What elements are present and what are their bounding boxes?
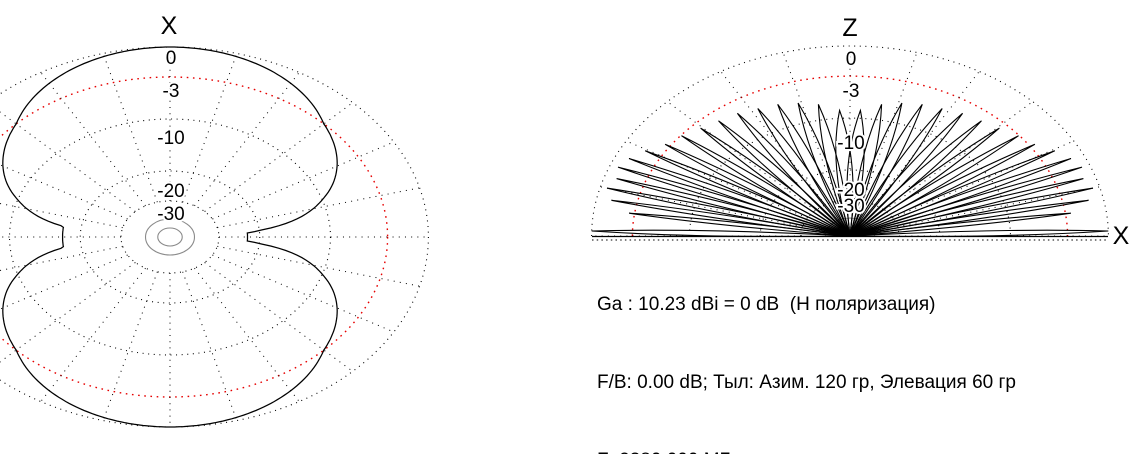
grid-spoke	[0, 111, 136, 212]
stat-line-fb: F/B: 0.00 dB; Тыл: Азим. 120 гр, Элеваци…	[597, 372, 1016, 393]
grid-ring	[688, 117, 1012, 237]
elevation-plot: 0 -3 -10 -20-30 Z X	[591, 14, 1130, 250]
grid-spoke	[212, 141, 394, 220]
grid-spoke	[182, 53, 238, 203]
grid-spoke	[40, 72, 146, 207]
pattern-lobe	[757, 108, 851, 237]
pattern-lobe	[777, 103, 851, 237]
pattern-lobe	[849, 108, 943, 237]
pattern-curve	[2, 46, 338, 428]
ring-label: 0	[166, 48, 177, 69]
stat-line-frequency: F: 2380.000 МГц	[597, 448, 1020, 454]
axis-label: X	[161, 12, 178, 40]
antenna-stats-block: Ga : 10.23 dBi = 0 dB (Н поляризация) F/…	[597, 240, 1020, 454]
stat-line-gain: Ga : 10.23 dBi = 0 dB (Н поляризация)	[597, 294, 936, 315]
grid-ring	[120, 200, 220, 274]
grid-spoke	[0, 245, 123, 272]
pattern-lobe	[849, 103, 923, 237]
axis-label: X	[1113, 222, 1130, 250]
grid-ring	[8, 118, 332, 356]
ring-label: 0	[846, 49, 857, 70]
grid-spoke	[102, 53, 158, 203]
grid-spoke	[217, 245, 420, 287]
pattern-lobe	[849, 112, 964, 237]
axis-label: Z	[842, 14, 857, 42]
pattern-lobe	[846, 108, 865, 237]
grid-spoke	[102, 271, 158, 421]
grid-spoke	[0, 262, 136, 363]
grid-spoke	[0, 202, 123, 229]
grid-spoke	[204, 262, 354, 372]
grid-ring	[591, 45, 1109, 237]
azimuth-plot: 0 -3 -10 -20-30 X	[0, 12, 429, 428]
ring-label: -30	[157, 204, 184, 225]
ring-label: -3	[843, 81, 860, 102]
grid-ring	[79, 170, 261, 304]
grid-spoke	[217, 187, 420, 229]
grid-ring	[0, 46, 429, 428]
grid-spoke	[194, 72, 300, 207]
pattern-lobe	[849, 102, 903, 237]
ring-label: -20	[157, 181, 184, 202]
grid-spoke	[194, 267, 300, 402]
grid-spoke	[40, 267, 146, 402]
pattern-lobe	[849, 104, 883, 237]
ring-label: -30	[837, 196, 864, 217]
pattern-lobe	[849, 229, 1109, 238]
ring-label: -3	[163, 81, 180, 102]
grid-spoke	[182, 271, 238, 421]
ring-label: -10	[157, 128, 184, 149]
inner-ring	[157, 227, 183, 247]
inner-ring	[144, 218, 196, 256]
pattern-lobe	[817, 104, 851, 237]
grid-spoke	[212, 254, 394, 333]
ring-label: -10	[837, 133, 864, 154]
pattern-lobe	[797, 102, 851, 237]
ring-label: -20	[837, 180, 864, 201]
pattern-lobe	[736, 112, 851, 237]
grid-spoke	[204, 102, 354, 212]
pattern-lobe	[591, 229, 851, 238]
pattern-lobe	[835, 108, 854, 237]
